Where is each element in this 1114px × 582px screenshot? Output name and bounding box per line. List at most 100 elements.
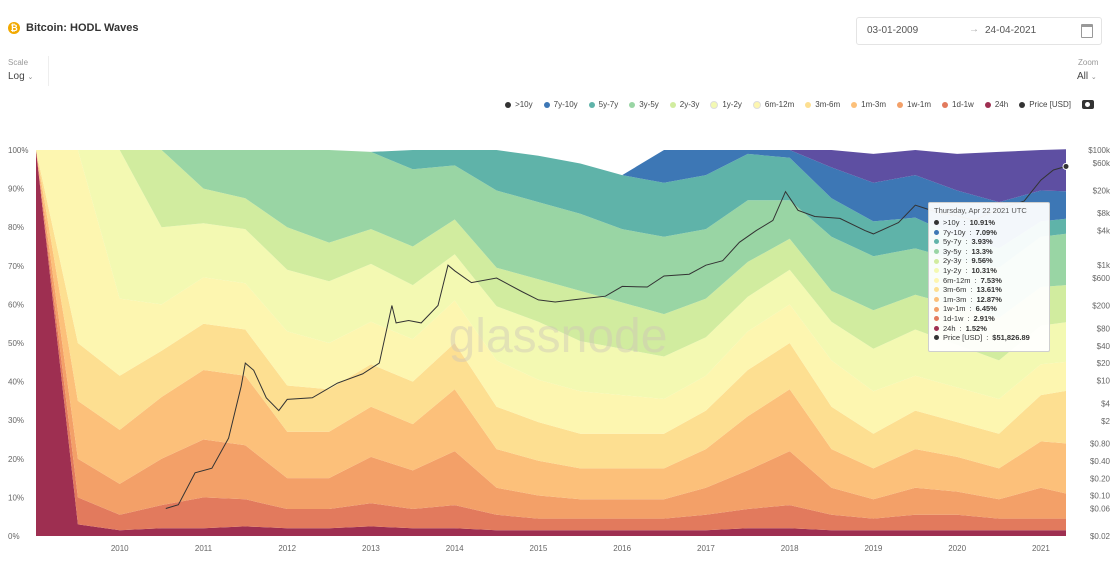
- legend-dot: [897, 101, 904, 108]
- watermark: glassnode: [449, 310, 668, 363]
- tooltip-rows: >10y: 10.91% 7y-10y: 7.09% 5y-7y: 3.93% 3y-…: [934, 218, 1044, 343]
- x-tick-label: 2012: [278, 544, 296, 553]
- date-to-field[interactable]: 24-04-2021: [985, 25, 1037, 36]
- tooltip-dot: [934, 258, 939, 264]
- legend-item-gt10y[interactable]: >10y: [505, 100, 533, 109]
- legend-dot: [752, 100, 761, 109]
- y2-tick-label: $10: [1097, 376, 1111, 385]
- price-marker: [1062, 162, 1070, 170]
- tooltip-value: 10.31%: [971, 265, 997, 275]
- price-layer: [165, 162, 1070, 509]
- area-3y-5y: [36, 150, 1066, 318]
- tooltip-dot: [934, 306, 939, 312]
- scale-select[interactable]: Log ⌄: [8, 71, 33, 82]
- legend-item-1w-1m[interactable]: 1w-1m: [897, 100, 931, 109]
- legend-label: 3m-6m: [815, 100, 841, 109]
- chevron-down-icon: ⌄: [1090, 74, 1097, 81]
- legend-item-3y-5y[interactable]: 3y-5y: [629, 100, 659, 109]
- tooltip-row: 5y-7y: 3.93%: [934, 237, 1044, 247]
- price-line: [165, 165, 1067, 509]
- tooltip-label: 1m-3m: [943, 294, 967, 304]
- tooltip-value: 2.91%: [973, 313, 995, 323]
- tooltip-row: 1m-3m: 12.87%: [934, 295, 1044, 305]
- y2-tick-label: $4k: [1097, 227, 1111, 236]
- x-tick-label: 2013: [362, 544, 380, 553]
- legend-dot: [710, 100, 719, 109]
- y2-tick-label: $200: [1092, 302, 1110, 311]
- tooltip-dot: [934, 287, 939, 293]
- x-tick-label: 2010: [111, 544, 129, 553]
- legend-item-1d-1w[interactable]: 1d-1w: [942, 100, 974, 109]
- legend-item-7y-10y[interactable]: 7y-10y: [543, 100, 578, 109]
- tooltip-label: 5y-7y: [943, 237, 962, 247]
- x-tick-label: 2019: [864, 544, 882, 553]
- legend: >10y 7y-10y 5y-7y 3y-5y 2y-3y 1y-2y 6m-1…: [505, 100, 1094, 109]
- legend-label: 7y-10y: [553, 100, 578, 109]
- x-tick-label: 2014: [446, 544, 464, 553]
- tooltip-label: 3y-5y: [943, 246, 962, 256]
- tooltip-label: >10y: [943, 218, 960, 227]
- tooltip-row: 2y-3y: 9.56%: [934, 256, 1044, 266]
- legend-dot: [805, 101, 812, 108]
- legend-dot: [629, 101, 636, 108]
- legend-dot: [543, 101, 550, 108]
- x-tick-label: 2011: [195, 544, 213, 553]
- area-7y-10y: [36, 150, 1066, 249]
- tooltip-dot: [934, 325, 939, 331]
- y-tick-label: 40%: [8, 378, 24, 387]
- y2-tick-label: $20: [1097, 359, 1111, 368]
- date-range-picker[interactable]: 03-01-2009 → 24-04-2021: [856, 17, 1102, 45]
- legend-dot: [851, 101, 858, 108]
- area-1w-1m: [36, 150, 1066, 519]
- title-group: ₿ Bitcoin: HODL Waves: [8, 22, 138, 34]
- y2-tick-label: $1k: [1097, 261, 1111, 270]
- calendar-icon[interactable]: [1081, 24, 1093, 38]
- tooltip-dot: [934, 268, 939, 274]
- tooltip-value: 3.93%: [971, 237, 993, 247]
- y2-tick-label: $40: [1097, 342, 1111, 351]
- y-tick-label: 90%: [8, 185, 24, 194]
- y2-tick-label: $20k: [1093, 186, 1111, 195]
- tooltip-date: Thursday, Apr 22 2021 UTC: [934, 206, 1027, 215]
- legend-label: 1m-3m: [861, 100, 887, 109]
- legend-dot: [942, 101, 949, 108]
- legend-item-24h[interactable]: 24h: [984, 100, 1008, 109]
- area-3m-6m: [36, 150, 1066, 469]
- legend-item-1y-2y[interactable]: 1y-2y: [710, 100, 742, 109]
- y2-tick-label: $0.10: [1090, 492, 1111, 501]
- camera-icon[interactable]: [1082, 100, 1094, 109]
- legend-item-6m-12m[interactable]: 6m-12m: [752, 100, 795, 109]
- zoom-select[interactable]: All ⌄: [1077, 71, 1097, 82]
- tooltip-value: 1.52%: [965, 323, 987, 333]
- y2-tick-label: $80: [1097, 324, 1111, 333]
- chart-title: Bitcoin: HODL Waves: [26, 22, 139, 34]
- x-tick-label: 2017: [697, 544, 715, 553]
- tooltip-value: $51,826.89: [992, 333, 1030, 343]
- legend-label: 1y-2y: [722, 100, 742, 109]
- legend-item-3m-6m[interactable]: 3m-6m: [805, 100, 840, 109]
- legend-item-1m-3m[interactable]: 1m-3m: [851, 100, 886, 109]
- legend-label: 6m-12m: [764, 100, 795, 109]
- header: ₿ Bitcoin: HODL Waves 03-01-2009 → 24-04…: [0, 0, 1114, 56]
- tooltip: Thursday, Apr 22 2021 UTC >10y: 10.91% 7y…: [928, 202, 1050, 352]
- legend-item-5y-7y[interactable]: 5y-7y: [588, 100, 618, 109]
- tooltip-label: 24h: [943, 323, 956, 333]
- legend-dot: [588, 101, 595, 108]
- y2-tick-label: $600: [1092, 274, 1110, 283]
- x-tick-label: 2015: [530, 544, 548, 553]
- legend-label: 1w-1m: [907, 100, 932, 109]
- date-from-field[interactable]: 03-01-2009: [867, 25, 919, 36]
- legend-label: 1d-1w: [952, 100, 974, 109]
- x-tick-label: 2020: [948, 544, 966, 553]
- tooltip-row: 6m-12m: 7.53%: [934, 276, 1044, 286]
- area-5y-7y: [36, 150, 1066, 268]
- legend-item-price[interactable]: Price [USD]: [1019, 100, 1071, 109]
- tooltip-row: 3y-5y: 13.3%: [934, 247, 1044, 257]
- tooltip-value: 13.3%: [971, 246, 993, 256]
- y-tick-label: 30%: [8, 416, 24, 425]
- y2-tick-label: $0.06: [1090, 505, 1111, 514]
- legend-item-2y-3y[interactable]: 2y-3y: [669, 100, 699, 109]
- tooltip-value: 13.61%: [976, 285, 1002, 295]
- tooltip-row: 24h: 1.52%: [934, 324, 1044, 334]
- legend-dot: [1019, 101, 1026, 108]
